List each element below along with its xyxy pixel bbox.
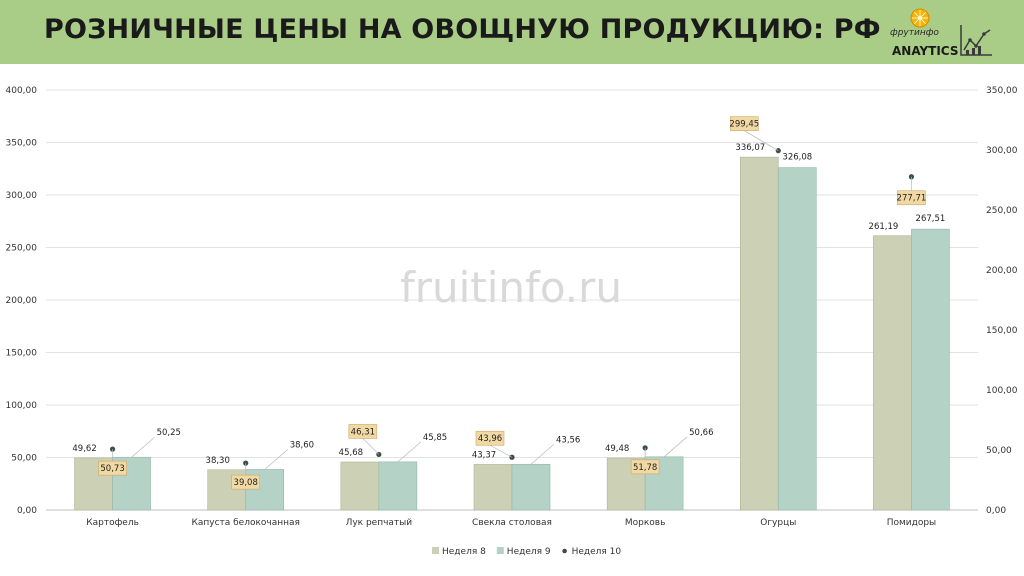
y-tick-right: 350,00 [986,86,1018,96]
legend-entry: Неделя 10 [572,547,622,557]
category-label: Свекла столовая [472,518,552,528]
price-chart: 0,00 50,00 100,00 150,00 200,00 250,00 300,00 3… [6,86,1018,557]
y-tick-left: 300,00 [6,191,38,201]
data-label-week10: 51,78 [633,463,657,473]
category-label: Морковь [625,518,666,528]
data-label-week9: 50,66 [689,428,713,438]
data-label-week8: 49,48 [605,444,629,454]
data-label-week8: 49,62 [72,444,96,454]
watermark-text: fruitinfo.ru [400,263,622,312]
callout-box-week10 [729,116,759,131]
header-bar: РОЗНИЧНЫЕ ЦЕНЫ НА ОВОЩНУЮ ПРОДУКЦИЮ: РФ … [0,0,1024,64]
data-label-week10: 46,31 [351,427,375,437]
brand-logo: фрутинфо ANAYTICS [886,6,1016,62]
y-tick-left: 250,00 [6,244,38,254]
y-tick-right: 0,00 [986,506,1006,516]
leader-line [131,436,155,458]
data-label-week8: 336,07 [735,143,765,153]
legend-swatch-week10 [562,548,567,554]
legend-swatch-week8 [432,547,439,554]
y-tick-left: 200,00 [6,296,38,306]
callout-box-week10 [348,424,378,439]
leader-line [362,438,380,455]
leader-line [663,436,688,458]
data-label-week8: 261,19 [869,222,899,232]
bar-week9 [511,463,551,511]
category-label: Лук репчатый [346,518,413,528]
line-chart-icon [960,25,992,56]
bar-week8 [739,156,779,511]
y-tick-left: 100,00 [6,401,38,411]
bar-week9 [378,461,418,511]
y-tick-right: 250,00 [986,206,1018,216]
data-label-week10: 43,96 [478,434,502,444]
data-label-week9: 45,85 [423,433,447,443]
leader-line [489,444,513,458]
category-label: Капуста белокочанная [191,518,300,528]
data-label-week8: 43,37 [472,450,496,460]
legend-swatch-week9 [496,547,504,554]
callout-box-week10 [98,460,127,476]
data-label-week9: 38,60 [290,440,314,450]
y-tick-right: 300,00 [986,146,1018,156]
callout-box-week10 [630,459,660,475]
logo-analytics-text: ANAYTICS [892,44,959,58]
data-label-week10: 39,08 [234,478,258,488]
y-tick-right: 100,00 [986,386,1018,396]
category-label: Помидоры [887,518,936,528]
data-label-week10: 277,71 [897,194,927,204]
bar-week8 [340,461,380,511]
page-title: РОЗНИЧНЫЕ ЦЕНЫ НА ОВОЩНУЮ ПРОДУКЦИЮ: РФ [44,14,881,45]
orange-slice-icon [910,8,930,28]
data-label-week9: 43,56 [556,435,580,445]
bar-week8 [873,235,912,511]
bar-week9 [911,228,950,511]
callout-box-week10 [231,474,261,490]
y-tick-left: 350,00 [6,139,38,149]
leader-line [530,443,555,465]
y-tick-left: 0,00 [17,506,37,516]
leader-line [264,449,288,470]
data-label-week9: 267,51 [916,214,946,224]
callout-box-week10 [897,190,926,206]
data-label-week10: 299,45 [729,120,759,130]
y-tick-left: 50,00 [11,454,37,464]
data-label-week9: 326,08 [782,153,812,163]
category-label: Огурцы [760,518,796,528]
leader-line [744,130,779,151]
callout-box-week10 [475,430,505,446]
logo-brand-text: фрутинфо [890,28,939,38]
data-label-week9: 50,25 [157,428,181,438]
marker-week10 [775,148,781,154]
y-tick-right: 200,00 [986,266,1018,276]
y-tick-right: 150,00 [986,326,1018,336]
category-label: Картофель [86,518,139,528]
y-tick-right: 50,00 [986,446,1012,456]
data-label-week8: 38,30 [206,456,230,466]
y-tick-left: 400,00 [6,86,38,96]
data-label-week8: 45,68 [339,448,363,458]
legend-entry: Неделя 8 [442,547,486,557]
bar-week8 [473,464,513,511]
bar-week9 [777,167,817,511]
y-tick-left: 150,00 [6,349,38,359]
data-label-week10: 50,73 [100,464,124,474]
leader-line [397,441,422,463]
legend-entry: Неделя 9 [507,547,551,557]
